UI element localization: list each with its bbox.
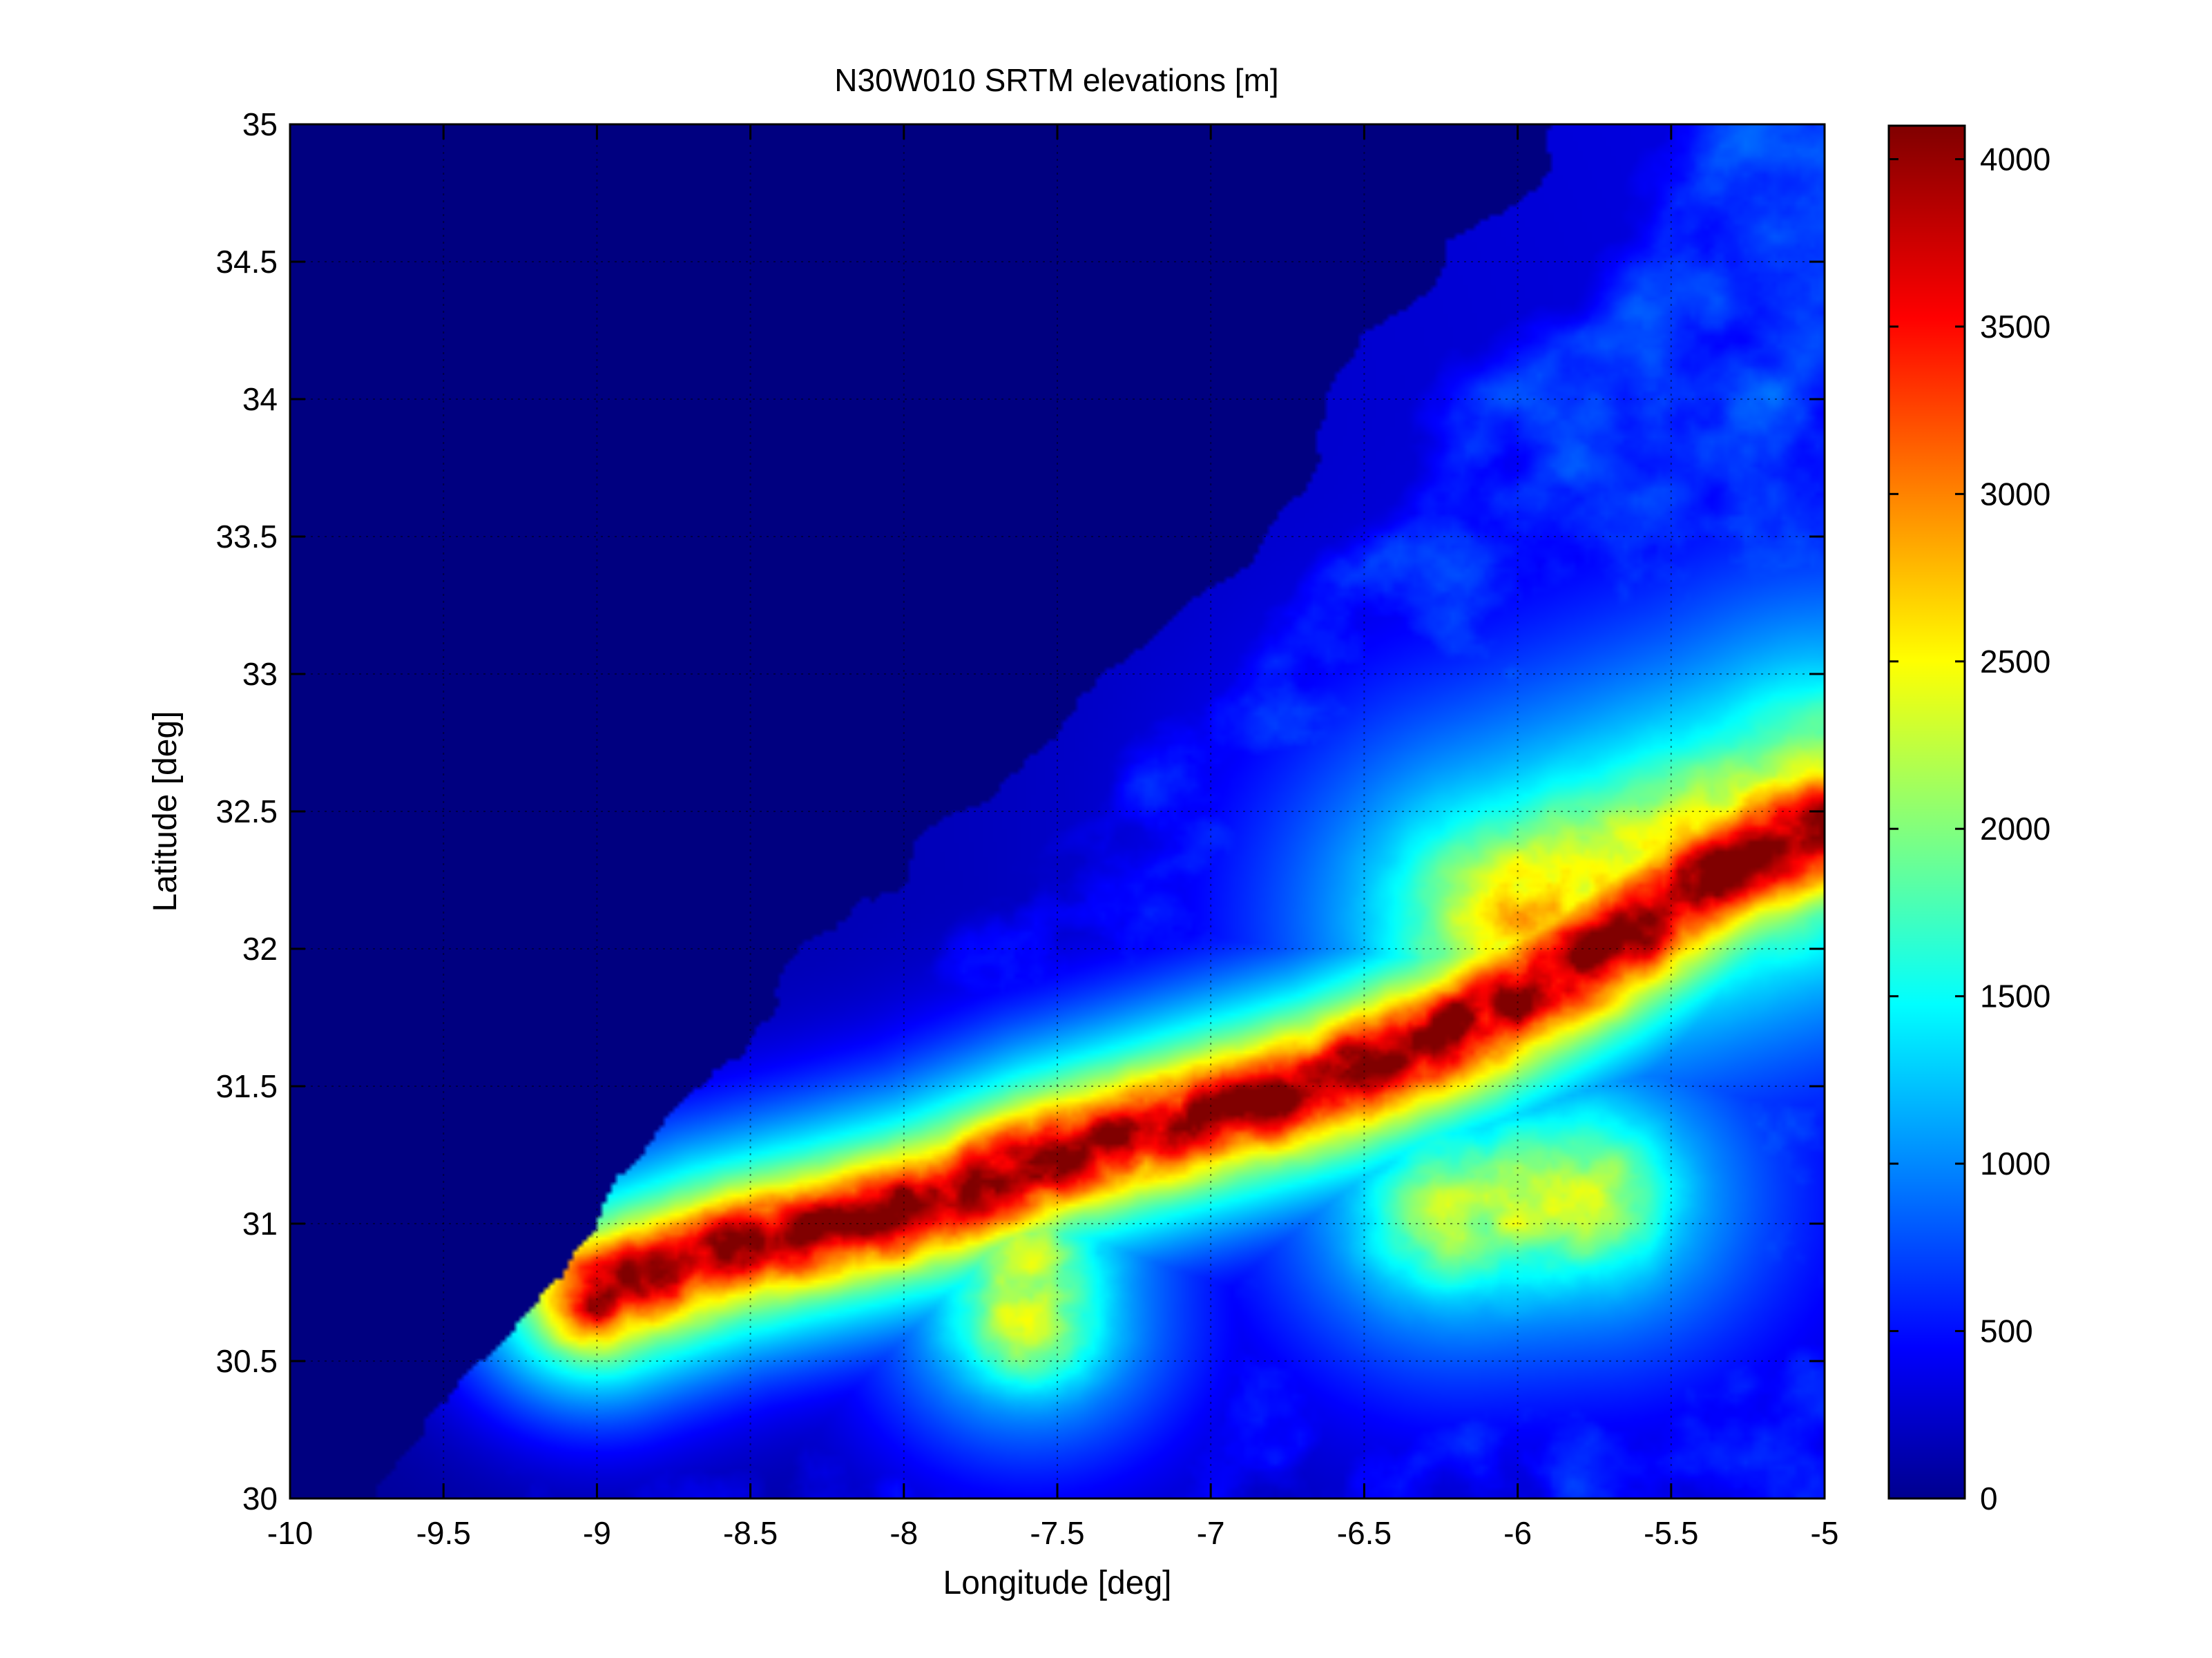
y-tick-label: 34 — [242, 381, 278, 417]
x-tick-label: -5.5 — [1644, 1515, 1698, 1551]
y-tick-label: 35 — [242, 106, 278, 142]
y-tick-label: 30.5 — [215, 1343, 278, 1379]
y-tick-label: 33.5 — [215, 519, 278, 555]
x-tick-label: -9 — [583, 1515, 611, 1551]
y-tick-label: 32 — [242, 931, 278, 967]
x-tick-label: -6 — [1503, 1515, 1532, 1551]
colorbar-tick-label: 3000 — [1980, 476, 2050, 512]
colorbar-tick-label: 0 — [1980, 1481, 1998, 1516]
colorbar-tick-label: 500 — [1980, 1313, 2033, 1349]
x-tick-label: -10 — [267, 1515, 313, 1551]
x-tick-label: -6.5 — [1337, 1515, 1392, 1551]
colorbar: 0 500 1000 1500 2000 2500 3000 3500 4000 — [1887, 124, 2050, 1516]
y-tick-label: 32.5 — [215, 793, 278, 829]
y-tick-label: 33 — [242, 656, 278, 692]
colorbar-tick-label: 2500 — [1980, 644, 2050, 679]
x-tick-label: -7.5 — [1030, 1515, 1084, 1551]
colorbar-ticks: 0 500 1000 1500 2000 2500 3000 3500 4000 — [1889, 141, 2050, 1516]
chart-title: N30W010 SRTM elevations [m] — [834, 62, 1278, 98]
colorbar-tick-label: 2000 — [1980, 811, 2050, 847]
x-tick-label: -8.5 — [723, 1515, 778, 1551]
x-tick-label: -9.5 — [416, 1515, 471, 1551]
y-tick-label: 31 — [242, 1206, 278, 1242]
y-axis-label: Latitude [deg] — [147, 711, 184, 912]
x-tick-label: -8 — [889, 1515, 918, 1551]
colorbar-tick-label: 4000 — [1980, 141, 2050, 177]
y-tick-label: 31.5 — [215, 1068, 278, 1104]
y-axis: 30 30.5 31 31.5 32 32.5 33 33.5 34 34.5 35 — [215, 106, 1825, 1516]
colorbar-tick-label: 1500 — [1980, 979, 2050, 1014]
elevation-heatmap — [290, 124, 1825, 1498]
x-tick-label: -7 — [1197, 1515, 1225, 1551]
colorbar-tick-label: 1000 — [1980, 1146, 2050, 1182]
y-tick-label: 30 — [242, 1481, 278, 1516]
grid-lines — [290, 124, 1825, 1498]
x-tick-label: -5 — [1811, 1515, 1839, 1551]
y-tick-label: 34.5 — [215, 244, 278, 280]
plot-area: -10 -9.5 -9 -8.5 -8 -7.5 -7 -6.5 -6 -5.5 -5 30 30.5… — [215, 106, 1838, 1551]
colorbar-gradient — [1887, 124, 1966, 1500]
colorbar-tick-label: 3500 — [1980, 309, 2050, 345]
x-axis-label: Longitude [deg] — [943, 1565, 1172, 1601]
x-axis: -10 -9.5 -9 -8.5 -8 -7.5 -7 -6.5 -6 -5.5 -5 — [267, 124, 1839, 1551]
